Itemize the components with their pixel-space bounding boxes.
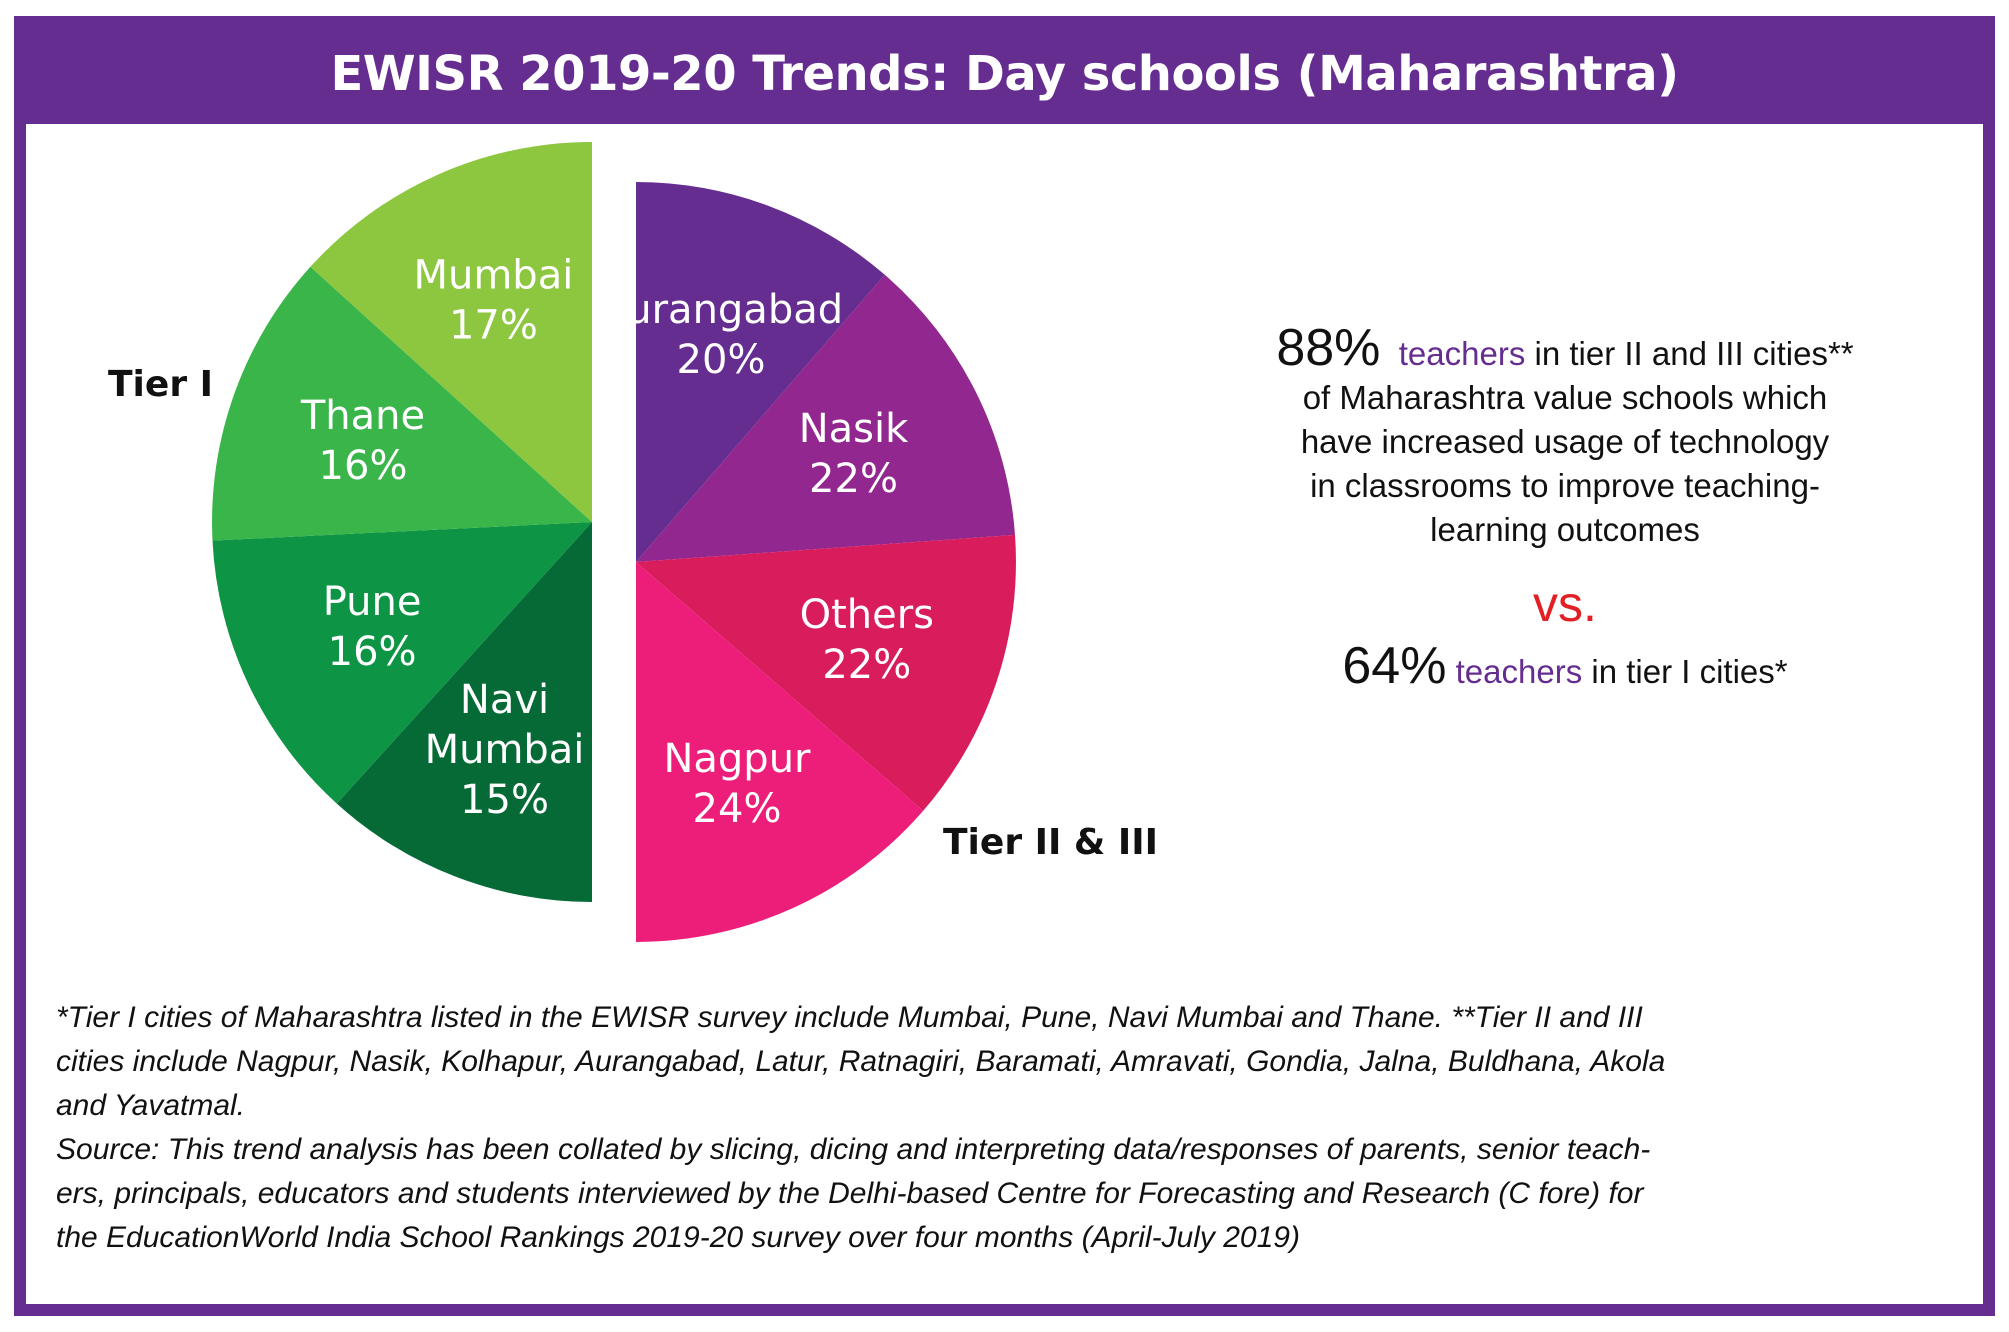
versus-label: vs. — [1533, 576, 1597, 632]
footnote-line: *Tier I cities of Maharashtra listed in … — [56, 1001, 1643, 1034]
pie-slice-others — [636, 534, 1016, 811]
slice-percent-others: 22% — [822, 642, 911, 688]
tier-1-teachers-word: teachers — [1455, 653, 1583, 690]
source-line: ers, principals, educators and students … — [56, 1177, 1644, 1210]
slice-percent-aurangabad: 20% — [677, 337, 766, 383]
tier-1-label: Tier I — [108, 364, 213, 405]
slice-percent-nagpur: 24% — [693, 786, 782, 832]
slice-percent-nasik: 22% — [809, 456, 898, 502]
pie-slice-thane — [212, 266, 593, 541]
pie-slice-navi-mumbai — [336, 522, 592, 903]
tier-2-3-stat-line5: learning outcomes — [1430, 511, 1700, 548]
slice-name-others: Others — [800, 592, 934, 638]
slice-name-nagpur: Nagpur — [663, 736, 811, 782]
page-title: EWISR 2019-20 Trends: Day schools (Mahar… — [26, 28, 1983, 124]
slice-name-navi-mumbai: Navi — [460, 677, 549, 723]
slice-percent-pune: 16% — [328, 629, 417, 675]
tier-1-percentage: 64% — [1342, 637, 1447, 695]
slice-percent-thane: 16% — [319, 443, 408, 489]
footnotes: *Tier I cities of Maharashtra listed in … — [56, 996, 1976, 1260]
slice-name-thane: Thane — [300, 393, 425, 439]
tier-2-3-stat-text: in tier II and III cities** — [1525, 335, 1854, 372]
slice-name-navi-mumbai: Mumbai — [425, 727, 585, 773]
tier-1-stat-text: in tier I cities* — [1582, 653, 1788, 690]
slice-percent-mumbai: 17% — [449, 303, 538, 349]
tier-2-3-label: Tier II & III — [943, 822, 1159, 863]
source-line: Source: This trend analysis has been col… — [56, 1133, 1651, 1166]
tier-2-3-teachers-word: teachers — [1398, 335, 1526, 372]
tier-2-3-stat-line2: of Maharashtra value schools which — [1302, 379, 1828, 416]
slice-name-nasik: Nasik — [799, 406, 909, 452]
tier-2-3-stat-line4: in classrooms to improve teaching- — [1310, 467, 1820, 504]
pie-slice-nagpur — [636, 562, 924, 942]
tier-2-3-percentage: 88% — [1276, 319, 1381, 377]
slice-name-pune: Pune — [323, 579, 422, 625]
footnote-line: and Yavatmal. — [56, 1089, 246, 1122]
footnote-line: cities include Nagpur, Nasik, Kolhapur, … — [56, 1045, 1666, 1078]
source-line: the EducationWorld India School Rankings… — [56, 1221, 1300, 1254]
comparison-stats: 88% teachers in tier II and III cities**… — [1165, 322, 1965, 694]
pie-slice-pune — [212, 522, 592, 804]
slice-name-aurangabad: Aurangabad — [599, 287, 843, 333]
tier-2-3-stat-line1: 88% teachers in tier II and III cities** — [1165, 322, 1965, 376]
tier-2-3-stat-line3: have increased usage of technology — [1300, 423, 1830, 460]
pie-slice-aurangabad — [636, 182, 885, 562]
pie-slice-nasik — [636, 274, 1015, 562]
slice-name-mumbai: Mumbai — [413, 253, 573, 299]
infographic-frame: EWISR 2019-20 Trends: Day schools (Mahar… — [14, 16, 1995, 1316]
slice-percent-navi-mumbai: 15% — [460, 777, 549, 823]
pie-slice-mumbai — [310, 142, 592, 522]
tier-1-stat: 64% teachers in tier I cities* — [1165, 640, 1965, 694]
